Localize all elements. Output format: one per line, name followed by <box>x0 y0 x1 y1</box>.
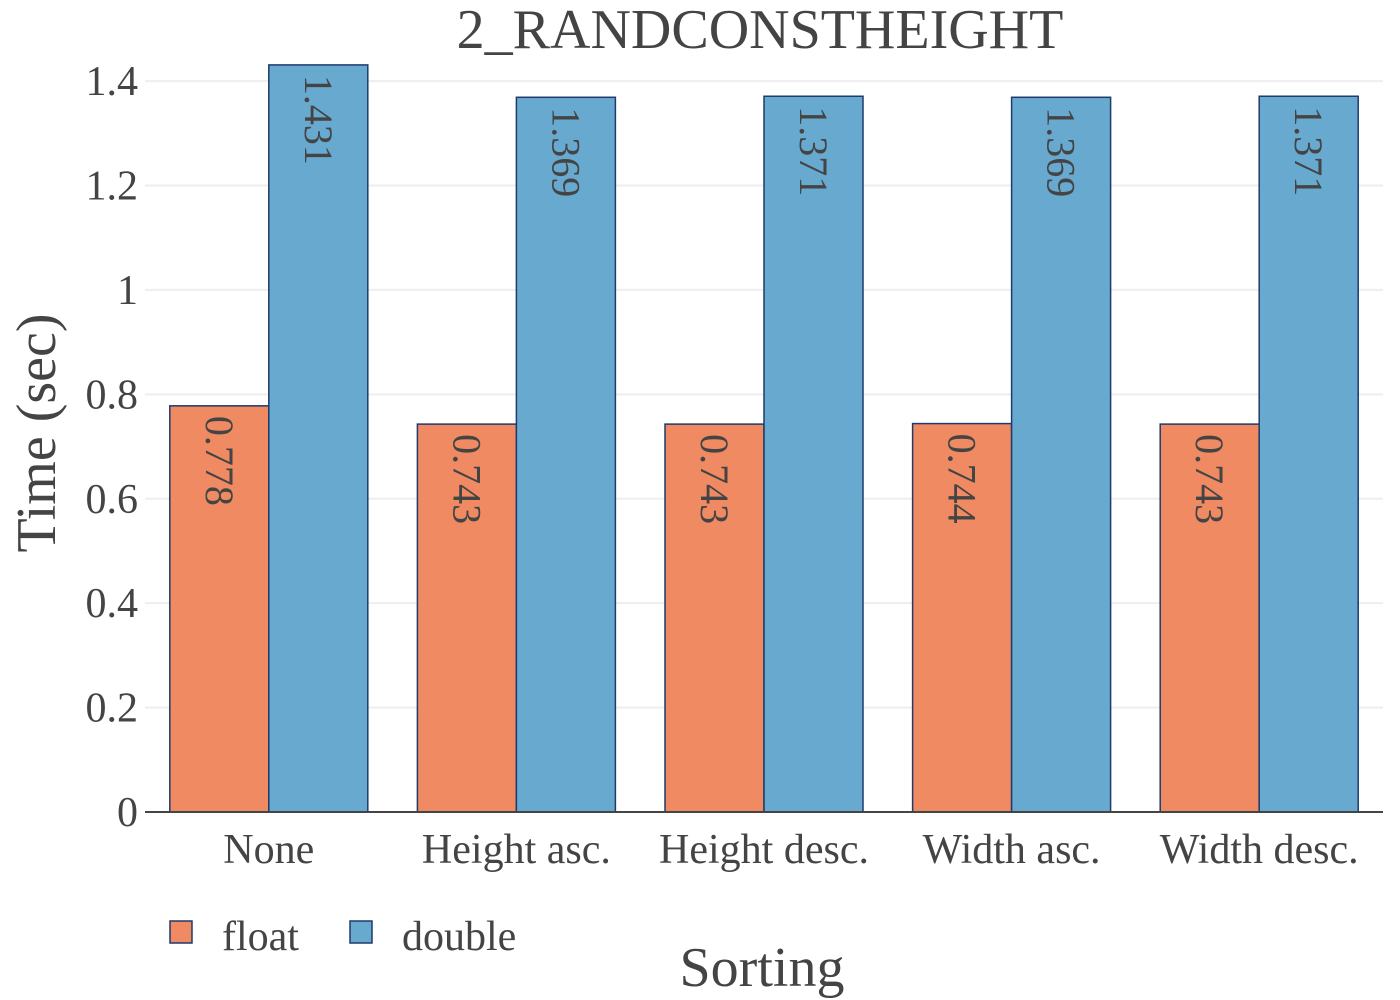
bar-float <box>664 423 765 813</box>
data-label-double: 1.369 <box>1039 107 1084 197</box>
legend: float double <box>169 914 516 960</box>
bar-double <box>1258 95 1359 813</box>
y-tick-label: 0.2 <box>86 686 139 732</box>
legend-label-double: double <box>402 914 516 960</box>
x-tick-label: Height desc. <box>659 827 869 873</box>
bar-double <box>763 95 864 813</box>
y-tick-label: 1.4 <box>86 59 139 105</box>
bar-double <box>1010 96 1112 813</box>
y-tick-label: 1.2 <box>86 164 139 210</box>
y-tick-label: 0.6 <box>86 477 139 523</box>
legend-label-float: float <box>222 914 299 960</box>
bar-float <box>1159 423 1260 813</box>
y-tick-label: 0.8 <box>86 372 139 418</box>
data-label-float: 0.744 <box>940 434 985 524</box>
x-axis-title: Sorting <box>680 937 845 999</box>
bar-float <box>416 423 518 813</box>
y-tick-labels: 0 0.2 0.4 0.6 0.8 1 1.2 1.4 <box>86 59 139 836</box>
data-label-float: 0.778 <box>197 416 242 506</box>
bar-float <box>911 422 1013 813</box>
x-tick-label: Width desc. <box>1160 827 1359 873</box>
x-tick-label: Height asc. <box>422 827 611 873</box>
data-label-double: 1.371 <box>1286 106 1331 196</box>
x-tick-labels: None Height asc. Height desc. Width asc. Wid… <box>223 827 1358 873</box>
data-labels: 0.778 1.431 0.743 1.369 0.743 1.371 0.744 1.369… <box>197 75 1331 524</box>
chart-title: 2_RANDCONSTHEIGHT <box>457 0 1064 61</box>
bars <box>169 64 1359 813</box>
legend-swatch-float <box>169 920 193 944</box>
x-tick-label: None <box>223 827 314 873</box>
data-label-double: 1.371 <box>791 106 836 196</box>
y-tick-label: 0 <box>117 790 138 836</box>
y-axis-title: Time (sec) <box>6 313 68 552</box>
data-label-double: 1.431 <box>296 75 341 165</box>
bar-double <box>268 64 369 813</box>
data-label-double: 1.369 <box>543 107 588 197</box>
data-label-float: 0.743 <box>444 434 489 524</box>
x-tick-label: Width asc. <box>923 827 1101 873</box>
y-tick-label: 1 <box>117 268 138 314</box>
bar-double <box>515 96 617 813</box>
y-tick-label: 0.4 <box>86 581 139 627</box>
data-label-float: 0.743 <box>692 434 737 524</box>
legend-swatch-double <box>349 920 373 944</box>
data-label-float: 0.743 <box>1187 434 1232 524</box>
